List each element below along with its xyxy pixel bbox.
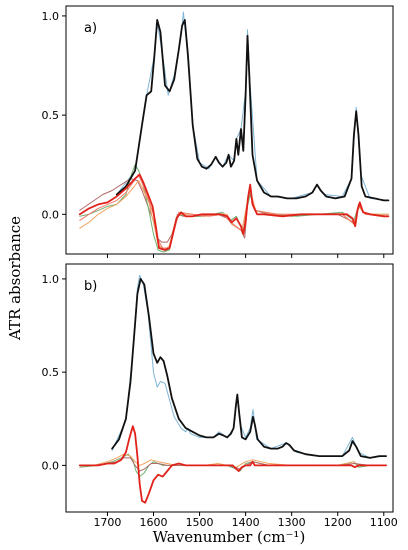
series-blue-line [116,11,389,201]
series-green-line [79,164,389,253]
y-tick-label: 1.0 [42,10,60,23]
x-tick-label: 1400 [232,516,260,529]
x-axis-title: Wavenumber (cm⁻¹) [153,528,306,546]
y-tick-label: 0.5 [42,366,60,379]
panel-label: b) [84,279,97,294]
y-axis-title: ATR absorbance [6,216,24,341]
series-red-line [78,173,390,251]
series-orange-line [79,180,389,251]
plot-frame [65,263,394,513]
x-tick-label: 1300 [278,516,306,529]
panel-a: 0.0 0.5 1.0 a) [42,5,394,258]
x-tick-label: 1200 [324,516,352,529]
series-black-line [115,19,390,202]
series-black-line [111,278,387,459]
series-blue-line [111,274,387,459]
x-tick-label: 1600 [140,516,168,529]
series-red-line [78,425,387,504]
y-tick-label: 0.0 [42,459,60,472]
panel-label: a) [84,21,97,36]
x-axis: 1700 1600 1500 1400 1300 1200 1100 [93,516,397,529]
x-tick-label: 1500 [186,516,214,529]
panel-b: 0.0 0.5 1.0 b) [42,263,394,516]
x-tick-label: 1700 [93,516,121,529]
y-tick-label: 1.0 [42,273,60,286]
y-tick-label: 0.0 [42,208,60,221]
x-tick-label: 1100 [370,516,398,529]
plot-frame [65,5,394,255]
y-tick-label: 0.5 [42,109,60,122]
